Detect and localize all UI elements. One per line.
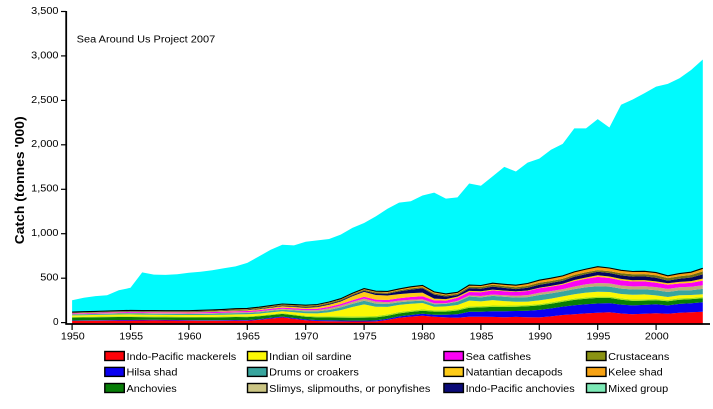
- svg-text:1950: 1950: [61, 332, 85, 343]
- svg-text:Indo-Pacific anchovies: Indo-Pacific anchovies: [466, 384, 575, 395]
- svg-text:2,000: 2,000: [31, 139, 59, 150]
- svg-text:0: 0: [53, 317, 59, 328]
- svg-text:3,500: 3,500: [31, 6, 59, 17]
- svg-text:1990: 1990: [528, 332, 552, 343]
- svg-text:Catch (tonnes '000): Catch (tonnes '000): [13, 116, 27, 244]
- svg-text:Hilsa shad: Hilsa shad: [127, 368, 178, 379]
- svg-text:Slimys, slipmouths, or ponyfis: Slimys, slipmouths, or ponyfishes: [269, 384, 430, 395]
- svg-text:Anchovies: Anchovies: [127, 384, 177, 395]
- svg-text:Sea Around Us Project 2007: Sea Around Us Project 2007: [77, 35, 216, 46]
- svg-text:1985: 1985: [470, 332, 494, 343]
- svg-text:Mixed group: Mixed group: [608, 384, 668, 395]
- svg-text:1970: 1970: [295, 332, 319, 343]
- svg-text:2000: 2000: [645, 332, 669, 343]
- svg-text:Natantian decapods: Natantian decapods: [466, 368, 563, 379]
- svg-text:500: 500: [40, 273, 59, 284]
- svg-text:1960: 1960: [178, 332, 202, 343]
- svg-text:1965: 1965: [236, 332, 260, 343]
- svg-text:1980: 1980: [411, 332, 435, 343]
- svg-text:1,500: 1,500: [31, 184, 59, 195]
- svg-text:Kelee shad: Kelee shad: [608, 368, 663, 379]
- svg-text:Indian oil sardine: Indian oil sardine: [269, 352, 352, 363]
- svg-text:Indo-Pacific mackerels: Indo-Pacific mackerels: [127, 352, 237, 363]
- svg-text:1995: 1995: [587, 332, 611, 343]
- svg-text:Sea catfishes: Sea catfishes: [466, 352, 531, 363]
- svg-text:3,000: 3,000: [31, 50, 59, 61]
- svg-text:2,500: 2,500: [31, 95, 59, 106]
- svg-text:1,000: 1,000: [31, 228, 59, 239]
- svg-text:Drums or croakers: Drums or croakers: [269, 368, 359, 379]
- svg-text:Crustaceans: Crustaceans: [608, 352, 669, 363]
- svg-text:1975: 1975: [353, 332, 377, 343]
- svg-text:1955: 1955: [119, 332, 143, 343]
